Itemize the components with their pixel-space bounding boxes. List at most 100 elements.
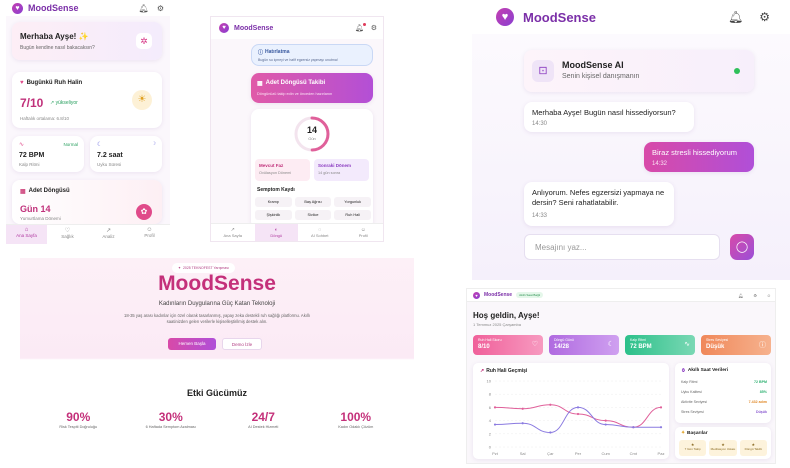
ai-message: Merhaba Ayşe! Bugün nasıl hissediyorsun?… (524, 102, 694, 132)
bell-icon[interactable]: 🔔︎ (138, 3, 149, 13)
heart-rate-label: Kalp Ritmi (19, 162, 40, 167)
bell-icon[interactable]: 🔔︎ (728, 10, 744, 24)
heart-rate-card[interactable]: ∿ Normal 72 BPM Kalp Ritmi (12, 136, 84, 172)
cycle-card[interactable]: ▦ Adet Döngüsü Gün 14 Yumurtlama Dönemi … (12, 180, 162, 224)
stat-value: 24/7 (251, 410, 275, 424)
kpi-value: Düşük (706, 344, 725, 350)
desktop-dashboard: ♥ MoodSense Akıllı Saat Bağlı 🔔︎ ⚙ ☺ Hoş… (466, 288, 776, 464)
mood-card[interactable]: ♥ Bugünkü Ruh Halin 7/10 ↗ yükseliyor Ha… (12, 72, 162, 128)
achievement-label: Döngü Takibi (744, 447, 762, 451)
mood-trend: ↗ yükseliyor (50, 100, 78, 106)
nav-analysis[interactable]: ↗ Analiz (88, 225, 129, 244)
stat-item: 24/7 AI Destek Hizmeti (217, 410, 310, 429)
reminder-card: ⓘ Hatırlatma Bugün su içmeyi ve hafif eg… (251, 44, 373, 66)
ai-subtitle: Senin kişisel danışmanın (562, 73, 640, 80)
watch-icon: ⌚︎ (681, 369, 686, 374)
heart-icon: ♥ (20, 80, 24, 86)
brand-logo[interactable]: ♥ MoodSense (496, 8, 596, 26)
kpi-card[interactable]: Stres Seviyesi Düşük ⓘ (701, 335, 771, 355)
calendar-icon: ▦ (20, 189, 26, 195)
watch-row: Aktivite Seviyesi 7.432 adım (681, 400, 767, 404)
trend-icon: ↗ (480, 368, 485, 374)
chart-y-tick-label: 6 (489, 405, 492, 410)
chart-data-point (549, 403, 552, 406)
next-phase-text: 14 gün sonra (318, 171, 341, 175)
watch-row: Kalp Ritmi 72 BPM (681, 380, 767, 384)
current-phase-title: Mevcut Faz (259, 163, 284, 168)
sparkle-icon: ✲ (136, 33, 152, 49)
nav-ai-chat[interactable]: ◌ AI Sohbet (298, 224, 342, 241)
cycle-tracker-banner[interactable]: ▦ Adet Döngüsü Takibi Döngünüzü takip ed… (251, 73, 373, 103)
heart-icon: ♥ (12, 2, 23, 14)
chart-x-tick-label: Sal (520, 451, 526, 456)
symptom-chip[interactable]: Sivilce (294, 210, 332, 220)
hero-title: MoodSense (158, 272, 276, 295)
nav-profile[interactable]: ☺ Profil (342, 224, 384, 241)
chart-data-point (576, 412, 580, 416)
kpi-card[interactable]: Kalp Ritmi 72 BPM ∿ (625, 335, 695, 355)
bell-icon[interactable]: 🔔︎ (354, 23, 366, 32)
stats-row: 90% Risk Tespiti Doğruluğu 30% 6 Haftada… (32, 410, 402, 429)
pulse-icon: ∿ (684, 341, 690, 348)
watch-data-card: ⌚︎ Akıllı Saat Verileri Kalp Ritmi 72 BP… (675, 363, 771, 423)
chart-data-point (604, 419, 607, 422)
chart-data-point (576, 406, 580, 409)
message-text: Merhaba Ayşe! Bugün nasıl hissediyorsun? (532, 108, 676, 117)
event-badge: ✦ 2025 TEKNOFEST Yarışması (172, 263, 235, 273)
bottom-nav: ↗ Ana Sayfa ◐ Döngü ◌ AI Sohbet ☺ Profil (211, 223, 384, 241)
robot-icon: ⊡ (532, 60, 554, 82)
gear-icon[interactable]: ⚙ (370, 25, 377, 32)
chart-x-tick-label: Çar (547, 451, 554, 456)
nav-health[interactable]: ♡ Sağlık (47, 225, 88, 244)
chart-x-tick-label: Paz (658, 451, 665, 456)
gear-icon[interactable]: ⚙ (156, 3, 164, 13)
bell-icon[interactable]: 🔔︎ (738, 292, 744, 298)
achievement-badge[interactable]: ★ Meditasyon Ustası (709, 440, 737, 456)
stat-value: 100% (340, 410, 372, 424)
symptom-chip[interactable]: Şişkinlik (255, 210, 292, 220)
message-time: 14:30 (532, 121, 548, 127)
stat-value: 30% (158, 410, 183, 424)
chart-data-point (549, 431, 552, 434)
symptom-chip[interactable]: Kramp (255, 197, 292, 207)
stat-label: Risk Tespiti Doğruluğu (59, 425, 98, 429)
badge-text: 2025 TEKNOFEST Yarışması (182, 266, 229, 270)
kpi-card[interactable]: Döngü Günü 14/28 ☾ (549, 335, 619, 355)
achievement-badge[interactable]: ★ 7 Gün Takip (679, 440, 707, 456)
next-phase-box: Sonraki Dönem 14 gün sonra (314, 159, 369, 181)
nav-label: Ana Sayfa (223, 233, 242, 238)
nav-cycle[interactable]: ◐ Döngü (254, 224, 298, 241)
message-input[interactable]: Mesajını yaz... (524, 234, 720, 260)
brand-logo[interactable]: ♥ MoodSense (219, 23, 273, 33)
brand-logo[interactable]: ♥ MoodSense (12, 2, 79, 14)
cycle-day: Gün 14 (20, 204, 51, 214)
chat-screen: ♥ MoodSense 🔔︎ ⚙ ⊡ MoodSense AI Senin ki… (472, 0, 790, 280)
kpi-card[interactable]: Ruh Hali Skoru 8/10 ♡ (473, 335, 543, 355)
nav-label: Profil (358, 233, 368, 238)
brand-name[interactable]: MoodSense (484, 292, 513, 298)
start-button[interactable]: Hemen Başla (168, 338, 216, 350)
mood-title: Bugünkü Ruh Halin (26, 80, 83, 86)
nav-home[interactable]: ⌂ Ana Sayfa (6, 225, 47, 244)
nav-profile[interactable]: ☺ Profil (129, 225, 170, 244)
gear-icon[interactable]: ⚙ (759, 10, 770, 24)
chart-x-tick-label: Cum (601, 451, 610, 456)
nav-label: Analiz (102, 234, 115, 239)
symptom-title: Semptom Kaydı (257, 187, 295, 193)
stat-label: 6 Haftada Semptom Azalması (145, 425, 196, 429)
greeting-title: Merhaba Ayşe! ✨ (20, 32, 89, 41)
demo-button[interactable]: Demo İzle (222, 338, 262, 350)
achievement-badge[interactable]: ★ Döngü Takibi (739, 440, 767, 456)
symptom-chip[interactable]: Yorgunluk (334, 197, 371, 207)
watch-row: Uyku Kalitesi 85% (681, 390, 767, 394)
user-icon[interactable]: ☺ (766, 292, 771, 298)
nav-home[interactable]: ↗ Ana Sayfa (211, 224, 255, 241)
symptom-chip[interactable]: Ruh Hali (334, 210, 371, 220)
send-button[interactable]: ◯ (730, 234, 754, 260)
gear-icon[interactable]: ⚙ (753, 292, 757, 298)
hero-tagline: Kadınların Duygularına Güç Katan Teknolo… (158, 301, 276, 307)
symptom-chip[interactable]: Baş Ağrısı (294, 197, 332, 207)
pulse-icon: ∿ (19, 142, 25, 148)
sleep-card[interactable]: ☾ ☽ 7.2 saat Uyku Süresi (90, 136, 162, 172)
sun-icon: ☀ (132, 90, 152, 110)
